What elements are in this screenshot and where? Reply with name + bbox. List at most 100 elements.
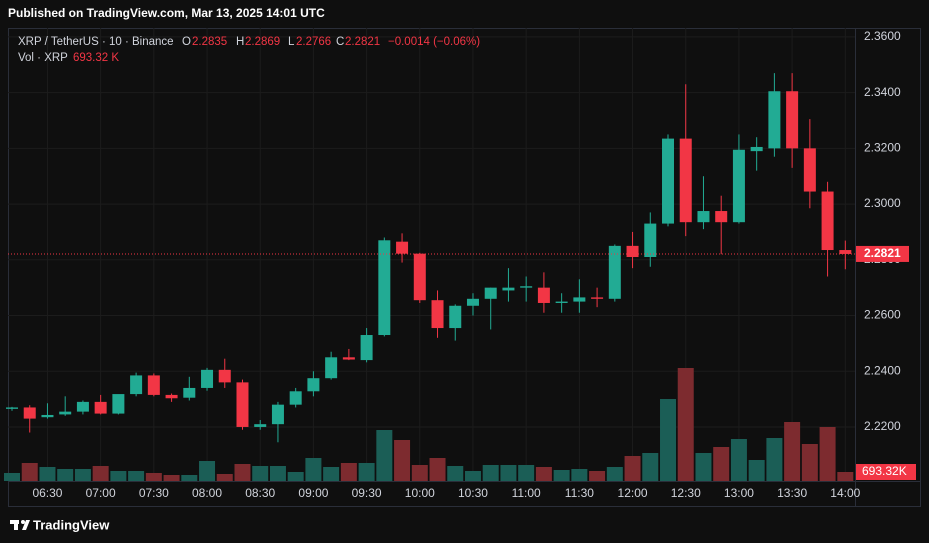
candle-body — [608, 245, 621, 299]
volume-bar — [624, 456, 641, 481]
x-tick-label: 06:30 — [32, 486, 62, 500]
candle-body — [644, 223, 657, 258]
volume-bar — [269, 466, 286, 481]
y-tick-label: 2.2400 — [864, 363, 901, 377]
volume-bar — [4, 473, 20, 481]
volume-bar — [677, 368, 694, 481]
volume-bar — [163, 475, 180, 481]
y-tick-label: 2.3600 — [864, 29, 901, 43]
volume-bar — [553, 470, 570, 481]
volume-bar — [323, 467, 340, 481]
volume-bar — [571, 469, 588, 481]
legend-change: −0.0014 (−0.06%) — [388, 36, 480, 48]
candle-body — [803, 148, 816, 192]
grid — [8, 28, 855, 481]
candle-body — [165, 394, 178, 399]
volume-bar — [199, 461, 216, 481]
legend-low: 2.2766 — [296, 36, 331, 48]
x-tick-label: 09:30 — [352, 486, 382, 500]
volume-bar — [801, 444, 818, 481]
volume-bar — [92, 466, 109, 481]
candle-body — [130, 375, 143, 395]
candle-body — [6, 407, 18, 409]
volume-bar — [748, 460, 765, 481]
candle-body — [484, 287, 497, 299]
candle-body — [449, 305, 462, 329]
legend-o: O — [182, 36, 191, 48]
candle-body — [537, 287, 550, 303]
candle-body — [218, 369, 231, 383]
volume-tag-label: 693.32K — [862, 464, 907, 478]
x-tick-label: 08:30 — [245, 486, 275, 500]
volume-title: Vol · XRP — [18, 52, 68, 64]
candle-body — [679, 138, 692, 223]
candle-body — [768, 91, 781, 149]
x-tick-label: 13:30 — [777, 486, 807, 500]
candle-body — [236, 382, 249, 427]
volume-bar — [358, 463, 375, 481]
legend-open: 2.2835 — [192, 36, 227, 48]
price-tag — [856, 245, 909, 262]
volume-bar — [589, 471, 606, 481]
candle-body — [378, 240, 391, 336]
x-tick-label: 12:30 — [671, 486, 701, 500]
x-tick-label: 07:30 — [139, 486, 169, 500]
candle-body — [839, 250, 852, 254]
volume-bar — [216, 474, 233, 481]
candle-body — [342, 357, 355, 360]
published-note: Published on TradingView.com, Mar 13, 20… — [8, 6, 325, 20]
x-tick-label: 08:00 — [192, 486, 222, 500]
candle-body — [23, 407, 36, 419]
candle-body — [697, 211, 710, 223]
candle-body — [59, 411, 72, 415]
volume-bar — [181, 475, 198, 481]
volume-bar — [606, 467, 623, 481]
candles — [6, 73, 855, 443]
candle-body — [76, 401, 89, 412]
candle-body — [325, 357, 338, 379]
volume-value: 693.32 K — [73, 52, 119, 64]
volume-bar — [695, 453, 712, 481]
candle-body — [112, 394, 125, 414]
candle-body — [591, 297, 604, 299]
volume-bar — [39, 467, 56, 481]
volume-bar — [784, 422, 801, 481]
volume-bar — [642, 453, 659, 481]
axes: 2.22002.24002.26002.28002.30002.32002.34… — [32, 29, 916, 500]
volume-bar — [305, 458, 322, 481]
volume-bar — [340, 463, 357, 481]
legend-l: L — [288, 36, 295, 48]
volume-bar — [234, 464, 251, 481]
candle-body — [94, 401, 107, 414]
legend-c: C — [336, 36, 344, 48]
volume-bar — [518, 465, 535, 481]
volume-bar — [145, 473, 162, 481]
y-tick-label: 2.2600 — [864, 308, 901, 322]
brand-logo — [10, 520, 30, 530]
volume-bar — [74, 469, 91, 481]
candle-body — [750, 146, 763, 152]
legend-high: 2.2869 — [245, 36, 280, 48]
x-tick-label: 13:00 — [724, 486, 754, 500]
candle-body — [183, 387, 196, 398]
candle-body — [715, 211, 728, 223]
volume-bar — [429, 458, 446, 481]
candle-body — [520, 286, 533, 288]
volume-bar — [128, 471, 145, 481]
candle-body — [360, 335, 373, 361]
candle-body — [466, 298, 479, 306]
x-tick-label: 10:00 — [405, 486, 435, 500]
legend-close: 2.2821 — [345, 36, 380, 48]
candle-body — [289, 391, 302, 405]
volume-bar — [110, 471, 127, 481]
candle-body — [201, 369, 214, 388]
volume-bar — [482, 465, 499, 481]
brand: TradingView — [33, 517, 110, 532]
symbol: XRP / TetherUS · 10 · Binance — [18, 36, 174, 48]
candle-body — [786, 91, 799, 149]
candle-body — [502, 287, 515, 291]
candle-body — [413, 253, 426, 301]
x-tick-label: 11:30 — [565, 486, 594, 500]
x-tick-label: 09:00 — [298, 486, 328, 500]
legend-h: H — [236, 36, 244, 48]
